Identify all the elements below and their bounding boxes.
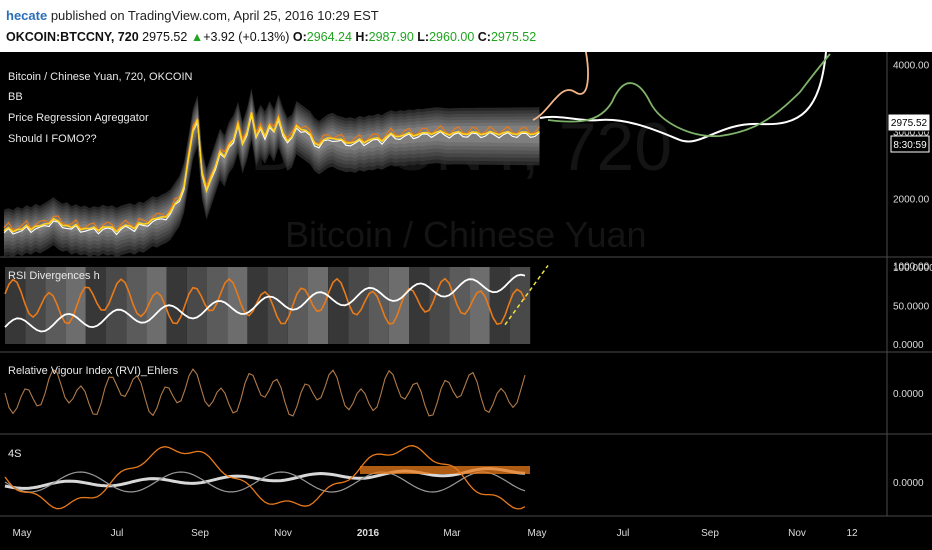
fs-orange-line (4, 445, 526, 510)
legend-bb[interactable]: BB (8, 91, 23, 103)
x-tick: Sep (701, 528, 719, 539)
close-value: 2975.52 (490, 30, 537, 44)
price-y-tick: 2000.00 (893, 195, 930, 206)
chart-area[interactable]: BTCCNY, 720 Bitcoin / Chinese Yuan 4000.… (0, 52, 932, 550)
x-tick: Mar (443, 528, 461, 539)
legend-fomo[interactable]: Should I FOMO?? (8, 133, 97, 145)
published-text: published on TradingView.com, April 25, … (47, 8, 379, 23)
rsi-band (469, 267, 490, 344)
x-tick: Nov (274, 528, 292, 539)
projection-green (547, 53, 831, 137)
high-label: H: (355, 30, 369, 44)
orange-price-line (3, 111, 540, 233)
rsi-y-tick: 100.0000 (893, 263, 932, 274)
bb-band-1 (4, 106, 540, 236)
published-line: hecate published on TradingView.com, Apr… (6, 8, 379, 23)
fs-white-line (4, 466, 526, 490)
x-tick: Jul (111, 528, 124, 539)
rsi-band (5, 267, 26, 344)
low-value: 2960.00 (429, 30, 475, 44)
x-tick: Jul (617, 528, 630, 539)
pane-borders (0, 52, 932, 517)
fs-y-tick: 0.0000 (893, 478, 924, 489)
white-price-line (3, 115, 540, 236)
rsi-band (429, 267, 450, 344)
header: hecate published on TradingView.com, Apr… (0, 0, 932, 52)
author-link[interactable]: hecate (6, 8, 48, 23)
symbol-line: OKCOIN:BTCCNY, 720 2975.52 ▲+3.92 (+0.13… (6, 30, 536, 44)
change-value: +3.92 (+0.13%) (203, 30, 290, 44)
rsi-band (368, 267, 389, 344)
legend-rvi[interactable]: Relative Vigour Index (RVI)_Ehlers (8, 365, 179, 377)
open-value: 2964.24 (306, 30, 352, 44)
watermark-name: Bitcoin / Chinese Yuan (285, 214, 647, 255)
low-label: L: (417, 30, 430, 44)
rsi-band (166, 267, 187, 344)
countdown-label: 8:30:59 (893, 140, 927, 151)
rsi-band (65, 267, 86, 344)
rsi-band (388, 267, 409, 344)
rsi-divergence-line (504, 265, 549, 326)
price-y-tick: 1000.00 (893, 262, 930, 273)
rsi-band (146, 267, 167, 344)
symbol-name: OKCOIN:BTCCNY, 720 (6, 30, 139, 44)
x-tick: 12 (846, 528, 858, 539)
projection-white (539, 52, 827, 143)
rsi-y-tick: 0.0000 (893, 340, 924, 351)
rsi-band (85, 267, 106, 344)
price-series-line (3, 112, 540, 233)
close-label: C: (477, 30, 491, 44)
fs-orange-band (360, 466, 530, 474)
rsi-band (409, 267, 430, 344)
rsi-orange-line (4, 277, 526, 325)
x-tick: May (528, 528, 547, 539)
legend-4s[interactable]: 4S (8, 448, 21, 460)
rsi-band (510, 267, 531, 344)
rsi-band (106, 267, 127, 344)
high-value: 2987.90 (368, 30, 414, 44)
x-tick: Nov (788, 528, 806, 539)
legend-main[interactable]: Bitcoin / Chinese Yuan, 720, OKCOIN (8, 71, 193, 83)
rsi-band (186, 267, 207, 344)
rsi-band (247, 267, 268, 344)
rvi-y-tick: 0.0000 (893, 389, 924, 400)
rsi-band (449, 267, 470, 344)
rsi-band (489, 267, 510, 344)
last-price-box (887, 113, 931, 132)
rsi-band (287, 267, 308, 344)
price-y-tick: 3000.00 (893, 128, 930, 139)
rsi-white-line (4, 273, 526, 333)
rsi-band (45, 267, 66, 344)
rsi-band (348, 267, 369, 344)
projection-orange (532, 52, 589, 121)
rsi-band (267, 267, 288, 344)
last-price-label: 2975.52 (891, 118, 928, 129)
x-tick: Sep (191, 528, 209, 539)
x-tick: May (13, 528, 32, 539)
x-tick: 2016 (357, 528, 380, 539)
rsi-band (308, 267, 329, 344)
open-label: O: (292, 30, 307, 44)
fs-grey-line (4, 471, 526, 493)
legend-regression[interactable]: Price Regression Agreggator (8, 112, 149, 124)
price-y-tick: 4000.00 (893, 61, 930, 72)
rsi-band (227, 267, 248, 344)
rsi-band (328, 267, 349, 344)
legend-rsi[interactable]: RSI Divergences h (8, 270, 100, 282)
change-arrow: ▲ (190, 30, 204, 44)
countdown-box (890, 135, 930, 153)
last-price: 2975.52 (142, 30, 188, 44)
rsi-y-tick: 50.0000 (893, 302, 930, 313)
rsi-band (126, 267, 147, 344)
rsi-band (207, 267, 228, 344)
rvi-line (4, 368, 526, 417)
